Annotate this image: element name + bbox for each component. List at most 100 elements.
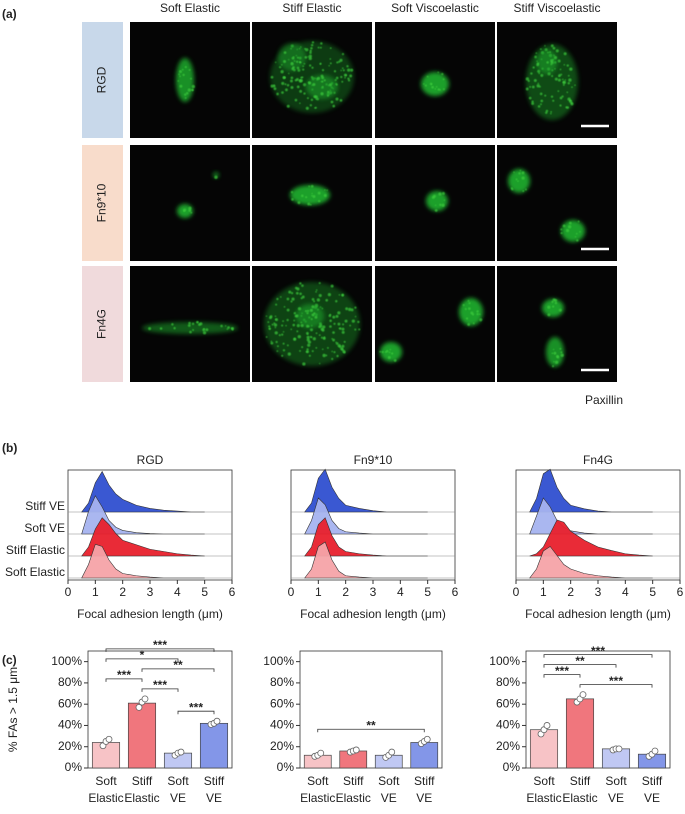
adhesion-speck [282, 76, 286, 79]
adhesion-speck [524, 188, 527, 191]
adhesion-speck [308, 54, 312, 58]
adhesion-speck [559, 68, 562, 71]
adhesion-speck [182, 73, 185, 77]
adhesion-speck [521, 176, 525, 180]
significance-bracket [105, 658, 179, 662]
adhesion-speck [270, 340, 273, 343]
ridge [304, 517, 428, 557]
adhesion-speck [303, 92, 306, 95]
y-tick-label: 60% [496, 696, 520, 710]
x-tick-label: 2 [119, 585, 126, 599]
adhesion-speck [552, 46, 556, 50]
adhesion-speck [292, 66, 295, 69]
adhesion-speck [294, 98, 298, 102]
adhesion-speck [525, 87, 529, 91]
adhesion-speck [559, 347, 562, 350]
adhesion-speck [552, 99, 555, 102]
adhesion-speck [562, 83, 565, 86]
adhesion-speck [304, 309, 308, 313]
adhesion-speck [566, 228, 570, 233]
adhesion-speck [575, 232, 578, 235]
adhesion-speck [532, 66, 535, 69]
adhesion-speck [537, 69, 541, 73]
adhesion-speck [342, 323, 345, 326]
adhesion-speck [190, 211, 193, 214]
adhesion-speck [283, 59, 287, 63]
adhesion-speck [184, 93, 187, 96]
adhesion-speck [275, 303, 278, 306]
adhesion-speck [321, 80, 324, 83]
ridge [81, 495, 205, 535]
adhesion-speck [551, 365, 555, 368]
adhesion-speck [560, 228, 563, 231]
adhesion-speck [329, 319, 332, 323]
adhesion-speck [341, 293, 345, 297]
adhesion-speck [554, 360, 559, 364]
x-tick-label: 5 [201, 585, 208, 599]
y-tick-label: 80% [270, 675, 294, 689]
adhesion-speck [299, 282, 302, 285]
x-tick-label: 3 [370, 585, 377, 599]
adhesion-speck [311, 298, 315, 301]
adhesion-speck [535, 52, 538, 54]
adhesion-speck [286, 104, 290, 108]
adhesion-speck [317, 199, 321, 203]
adhesion-speck [335, 97, 339, 101]
adhesion-speck [574, 84, 576, 86]
adhesion-speck [344, 76, 346, 79]
adhesion-speck [340, 69, 342, 72]
adhesion-speck [231, 327, 235, 330]
adhesion-speck [302, 68, 305, 71]
x-tick-label: 6 [452, 585, 459, 599]
adhesion-speck [511, 187, 514, 191]
adhesion-speck [521, 171, 525, 175]
adhesion-speck [283, 306, 286, 308]
cell-body [561, 220, 585, 242]
adhesion-speck [323, 194, 327, 198]
cell [177, 172, 219, 218]
x-tick-label: Stiff [570, 774, 591, 788]
x-tick-label: VE [608, 791, 624, 805]
column-header: Stiff Viscoelastic [514, 1, 601, 15]
adhesion-speck [389, 348, 392, 351]
adhesion-speck [312, 195, 316, 199]
x-tick-label: Elastic [124, 791, 159, 805]
series-label: Stiff Elastic [6, 543, 65, 557]
adhesion-speck [321, 328, 325, 332]
adhesion-speck [430, 83, 433, 86]
adhesion-speck [340, 75, 343, 79]
adhesion-speck [187, 324, 191, 327]
adhesion-speck [559, 104, 562, 107]
y-tick-label: 60% [58, 696, 82, 710]
adhesion-speck [289, 79, 293, 83]
adhesion-speck [185, 91, 189, 95]
adhesion-speck [567, 225, 572, 229]
replicate-point [651, 747, 659, 755]
adhesion-speck [557, 90, 560, 93]
adhesion-speck [187, 88, 192, 92]
adhesion-speck [299, 349, 301, 352]
adhesion-speck [536, 60, 538, 63]
adhesion-speck [224, 325, 227, 327]
adhesion-speck [358, 328, 361, 331]
adhesion-speck [567, 81, 571, 85]
adhesion-speck [290, 76, 294, 80]
adhesion-speck [472, 322, 475, 325]
adhesion-speck [332, 315, 336, 319]
adhesion-speck [434, 88, 437, 90]
x-axis-label: Focal adhesion length (μm) [77, 607, 223, 621]
adhesion-speck [531, 102, 535, 105]
adhesion-speck [305, 106, 309, 110]
y-tick-label: 20% [496, 739, 520, 753]
adhesion-speck [431, 85, 434, 89]
cell [142, 320, 238, 335]
adhesion-speck [555, 49, 559, 53]
adhesion-speck [556, 355, 560, 359]
significance-label: ** [575, 654, 585, 668]
adhesion-speck [309, 51, 312, 54]
replicate-point [423, 735, 431, 743]
ridge [81, 517, 205, 557]
adhesion-speck [304, 56, 308, 59]
adhesion-speck [306, 331, 309, 335]
